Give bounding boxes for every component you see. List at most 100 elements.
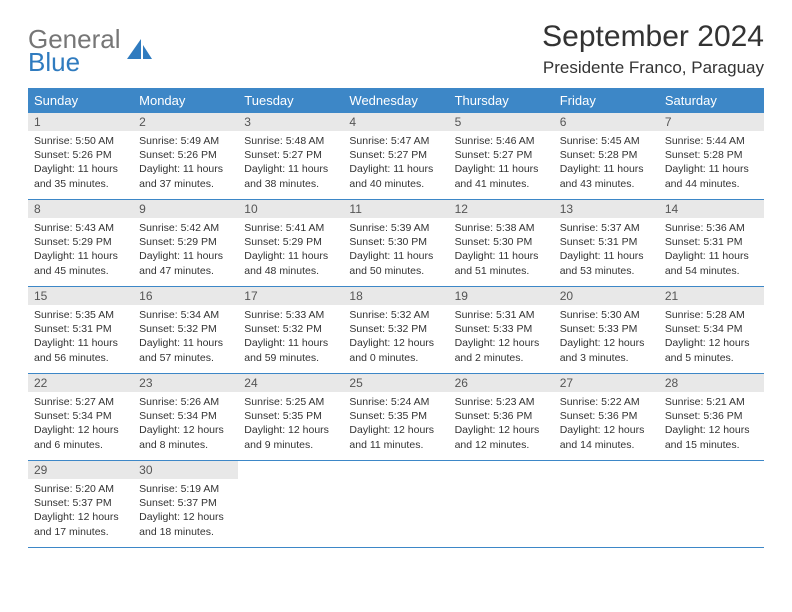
day-number: 21 <box>659 287 764 305</box>
sunset-text: Sunset: 5:31 PM <box>560 235 653 249</box>
daylight-text: Daylight: 11 hours and 45 minutes. <box>34 249 127 277</box>
calendar-day-cell: 6Sunrise: 5:45 AMSunset: 5:28 PMDaylight… <box>554 113 659 200</box>
daylight-text: Daylight: 11 hours and 40 minutes. <box>349 162 442 190</box>
day-details: Sunrise: 5:33 AMSunset: 5:32 PMDaylight:… <box>238 305 343 370</box>
sunset-text: Sunset: 5:36 PM <box>665 409 758 423</box>
sunset-text: Sunset: 5:31 PM <box>665 235 758 249</box>
calendar-day-cell: 22 Sunrise: 5:27 AMSunset: 5:34 PMDayligh… <box>28 374 133 461</box>
daylight-text: Daylight: 12 hours and 18 minutes. <box>139 510 232 538</box>
calendar-day-cell <box>554 461 659 548</box>
sunrise-text: Sunrise: 5:23 AM <box>455 395 548 409</box>
day-details: Sunrise: 5:38 AMSunset: 5:30 PMDaylight:… <box>449 218 554 283</box>
day-details: Sunrise: 5:30 AMSunset: 5:33 PMDaylight:… <box>554 305 659 370</box>
calendar-week-row: 22Sunrise: 5:27 AMSunset: 5:34 PMDayligh… <box>28 374 764 461</box>
day-number: 18 <box>343 287 448 305</box>
sunrise-text: Sunrise: 5:26 AM <box>139 395 232 409</box>
sunset-text: Sunset: 5:30 PM <box>455 235 548 249</box>
sunrise-text: Sunrise: 5:36 AM <box>665 221 758 235</box>
sail-icon <box>127 39 153 66</box>
daylight-text: Daylight: 12 hours and 8 minutes. <box>139 423 232 451</box>
day-details: Sunrise: 5:50 AMSunset: 5:26 PMDaylight:… <box>28 131 133 196</box>
day-number: 3 <box>238 113 343 131</box>
sunset-text: Sunset: 5:32 PM <box>139 322 232 336</box>
weekday-header: Monday <box>133 88 238 113</box>
day-number: 5 <box>449 113 554 131</box>
sunset-text: Sunset: 5:28 PM <box>560 148 653 162</box>
day-details: Sunrise: 5:35 AMSunset: 5:31 PMDaylight:… <box>28 305 133 370</box>
sunrise-text: Sunrise: 5:47 AM <box>349 134 442 148</box>
calendar-day-cell: 25Sunrise: 5:24 AMSunset: 5:35 PMDayligh… <box>343 374 448 461</box>
day-details: Sunrise: 5:22 AMSunset: 5:36 PMDaylight:… <box>554 392 659 457</box>
daylight-text: Daylight: 12 hours and 6 minutes. <box>34 423 127 451</box>
daylight-text: Daylight: 11 hours and 54 minutes. <box>665 249 758 277</box>
calendar-day-cell: 27Sunrise: 5:22 AMSunset: 5:36 PMDayligh… <box>554 374 659 461</box>
calendar-day-cell: 10Sunrise: 5:41 AMSunset: 5:29 PMDayligh… <box>238 200 343 287</box>
sunrise-text: Sunrise: 5:50 AM <box>34 134 127 148</box>
day-number: 22 <box>28 374 133 392</box>
calendar-day-cell: 9Sunrise: 5:42 AMSunset: 5:29 PMDaylight… <box>133 200 238 287</box>
calendar-day-cell: 2Sunrise: 5:49 AMSunset: 5:26 PMDaylight… <box>133 113 238 200</box>
day-details: Sunrise: 5:20 AMSunset: 5:37 PMDaylight:… <box>28 479 133 544</box>
calendar-day-cell: 11Sunrise: 5:39 AMSunset: 5:30 PMDayligh… <box>343 200 448 287</box>
day-details: Sunrise: 5:19 AMSunset: 5:37 PMDaylight:… <box>133 479 238 544</box>
day-details: Sunrise: 5:42 AMSunset: 5:29 PMDaylight:… <box>133 218 238 283</box>
sunrise-text: Sunrise: 5:25 AM <box>244 395 337 409</box>
sunrise-text: Sunrise: 5:30 AM <box>560 308 653 322</box>
sunrise-text: Sunrise: 5:34 AM <box>139 308 232 322</box>
sunrise-text: Sunrise: 5:28 AM <box>665 308 758 322</box>
calendar-week-row: 1Sunrise: 5:50 AMSunset: 5:26 PMDaylight… <box>28 113 764 200</box>
daylight-text: Daylight: 12 hours and 9 minutes. <box>244 423 337 451</box>
sunset-text: Sunset: 5:34 PM <box>139 409 232 423</box>
sunset-text: Sunset: 5:32 PM <box>244 322 337 336</box>
daylight-text: Daylight: 11 hours and 37 minutes. <box>139 162 232 190</box>
daylight-text: Daylight: 11 hours and 48 minutes. <box>244 249 337 277</box>
day-details: Sunrise: 5:43 AMSunset: 5:29 PMDaylight:… <box>28 218 133 283</box>
day-number: 15 <box>28 287 133 305</box>
daylight-text: Daylight: 12 hours and 2 minutes. <box>455 336 548 364</box>
day-number: 29 <box>28 461 133 479</box>
weekday-header: Tuesday <box>238 88 343 113</box>
calendar-day-cell: 7Sunrise: 5:44 AMSunset: 5:28 PMDaylight… <box>659 113 764 200</box>
sunset-text: Sunset: 5:29 PM <box>34 235 127 249</box>
calendar-day-cell <box>659 461 764 548</box>
calendar-day-cell: 14 Sunrise: 5:36 AMSunset: 5:31 PMDayligh… <box>659 200 764 287</box>
sunrise-text: Sunrise: 5:22 AM <box>560 395 653 409</box>
sunset-text: Sunset: 5:34 PM <box>665 322 758 336</box>
day-details: Sunrise: 5:37 AMSunset: 5:31 PMDaylight:… <box>554 218 659 283</box>
day-number: 14 <box>659 200 764 218</box>
day-number: 24 <box>238 374 343 392</box>
daylight-text: Daylight: 12 hours and 0 minutes. <box>349 336 442 364</box>
daylight-text: Daylight: 11 hours and 51 minutes. <box>455 249 548 277</box>
day-details: Sunrise: 5:31 AMSunset: 5:33 PMDaylight:… <box>449 305 554 370</box>
day-details: Sunrise: 5:24 AMSunset: 5:35 PMDaylight:… <box>343 392 448 457</box>
sunset-text: Sunset: 5:28 PM <box>665 148 758 162</box>
calendar-week-row: 15Sunrise: 5:35 AMSunset: 5:31 PMDayligh… <box>28 287 764 374</box>
sunrise-text: Sunrise: 5:45 AM <box>560 134 653 148</box>
day-number: 25 <box>343 374 448 392</box>
calendar-day-cell: 30Sunrise: 5:19 AMSunset: 5:37 PMDayligh… <box>133 461 238 548</box>
day-number: 19 <box>449 287 554 305</box>
title-block: September 2024 Presidente Franco, Paragu… <box>542 20 764 78</box>
daylight-text: Daylight: 12 hours and 11 minutes. <box>349 423 442 451</box>
sunrise-text: Sunrise: 5:43 AM <box>34 221 127 235</box>
daylight-text: Daylight: 12 hours and 5 minutes. <box>665 336 758 364</box>
sunset-text: Sunset: 5:36 PM <box>455 409 548 423</box>
sunrise-text: Sunrise: 5:24 AM <box>349 395 442 409</box>
sunrise-text: Sunrise: 5:48 AM <box>244 134 337 148</box>
daylight-text: Daylight: 11 hours and 47 minutes. <box>139 249 232 277</box>
day-number: 28 <box>659 374 764 392</box>
sunrise-text: Sunrise: 5:27 AM <box>34 395 127 409</box>
daylight-text: Daylight: 11 hours and 41 minutes. <box>455 162 548 190</box>
sunset-text: Sunset: 5:30 PM <box>349 235 442 249</box>
day-details: Sunrise: 5:44 AMSunset: 5:28 PMDaylight:… <box>659 131 764 196</box>
sunrise-text: Sunrise: 5:32 AM <box>349 308 442 322</box>
calendar-day-cell: 16Sunrise: 5:34 AMSunset: 5:32 PMDayligh… <box>133 287 238 374</box>
sunset-text: Sunset: 5:34 PM <box>34 409 127 423</box>
daylight-text: Daylight: 11 hours and 50 minutes. <box>349 249 442 277</box>
day-number: 10 <box>238 200 343 218</box>
day-number: 23 <box>133 374 238 392</box>
sunrise-text: Sunrise: 5:44 AM <box>665 134 758 148</box>
sunset-text: Sunset: 5:33 PM <box>455 322 548 336</box>
sunrise-text: Sunrise: 5:19 AM <box>139 482 232 496</box>
calendar-day-cell: 21 Sunrise: 5:28 AMSunset: 5:34 PMDayligh… <box>659 287 764 374</box>
